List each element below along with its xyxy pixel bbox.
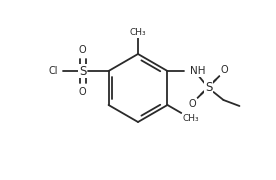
Text: S: S — [79, 64, 86, 78]
Text: O: O — [221, 65, 228, 75]
Text: S: S — [205, 80, 212, 93]
Text: O: O — [189, 99, 196, 109]
Text: Cl: Cl — [48, 66, 58, 76]
Text: CH₃: CH₃ — [182, 114, 199, 123]
Text: CH₃: CH₃ — [130, 28, 146, 37]
Text: O: O — [79, 87, 86, 97]
Text: O: O — [79, 45, 86, 55]
Text: NH: NH — [190, 66, 206, 76]
